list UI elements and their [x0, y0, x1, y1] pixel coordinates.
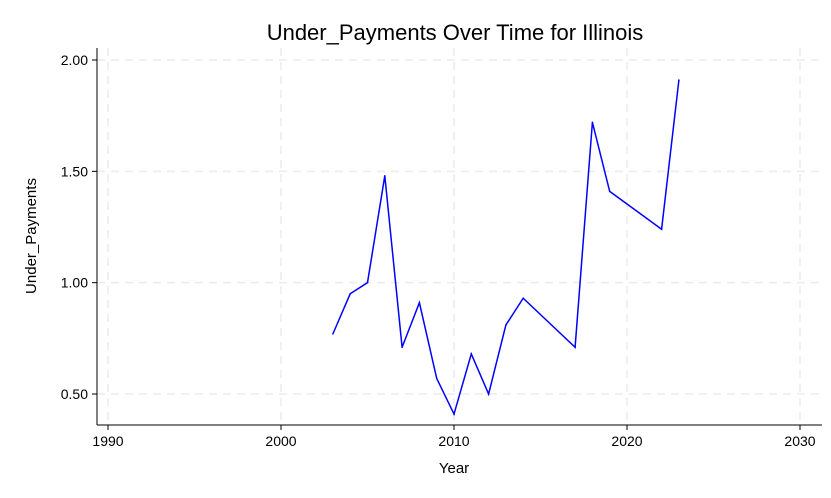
data-point	[418, 301, 421, 304]
data-point	[678, 79, 680, 81]
axis-ticks: 0.50 1.00 1.50 2.00 1990 2000 2010 2020 2030	[61, 52, 816, 449]
data-point	[332, 333, 334, 335]
x-axis-label: Year	[439, 460, 469, 477]
data-point	[487, 393, 490, 395]
data-point	[366, 281, 369, 284]
data-point	[574, 346, 576, 349]
data-point	[505, 324, 507, 326]
y-axis-label: Under_Payments	[23, 178, 40, 294]
x-tick-label: 2000	[265, 433, 296, 449]
y-tick-label: 0.50	[61, 386, 88, 402]
x-tick-label: 2010	[438, 433, 469, 449]
data-point	[608, 190, 611, 193]
y-tick-label: 2.00	[61, 52, 88, 68]
data-point	[435, 377, 438, 380]
x-tick-label: 1990	[92, 433, 123, 449]
data-point	[384, 174, 386, 177]
data-point	[453, 413, 455, 415]
data-point	[591, 121, 594, 124]
data-point	[401, 346, 403, 349]
x-tick-label: 2030	[784, 433, 815, 449]
data-point	[349, 293, 352, 295]
data-point	[470, 353, 473, 355]
y-tick-label: 1.50	[61, 163, 88, 179]
x-tick-label: 2020	[611, 433, 642, 449]
chart-title: Under_Payments Over Time for Illinois	[267, 20, 644, 45]
grid	[97, 48, 822, 425]
data-point	[660, 228, 663, 231]
series	[332, 79, 680, 417]
y-tick-label: 1.00	[61, 275, 88, 291]
data-point	[522, 297, 524, 300]
